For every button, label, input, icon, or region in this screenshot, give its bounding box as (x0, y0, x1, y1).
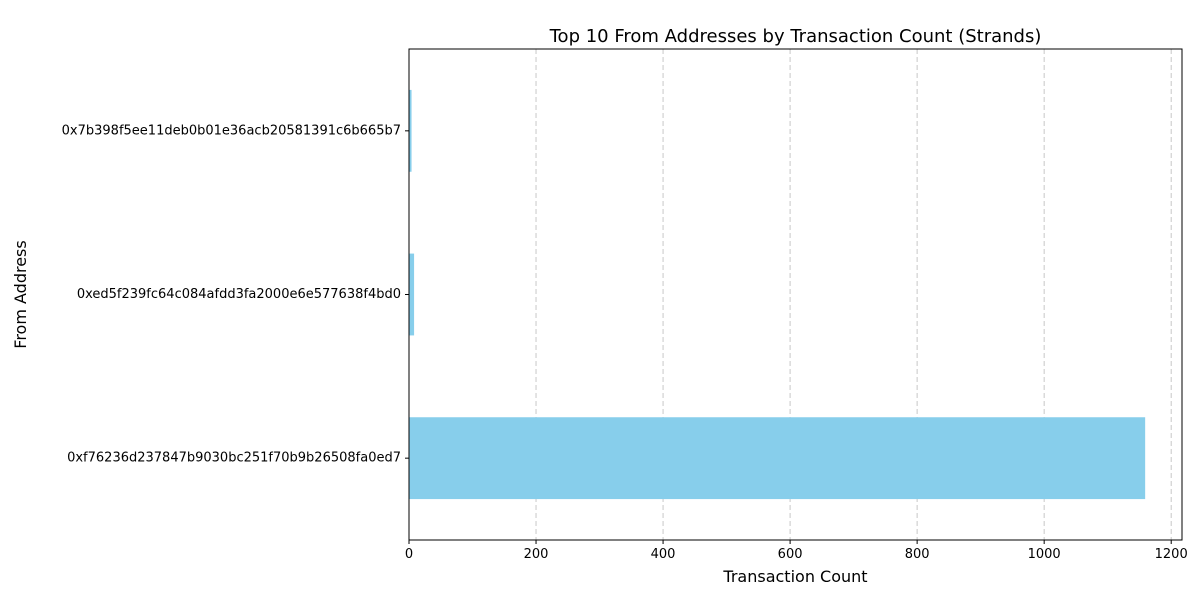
x-axis-ticks: 0 200 400 600 800 1000 1200 (405, 540, 1188, 562)
x-axis-label: Transaction Count (722, 567, 867, 586)
bar-0 (409, 417, 1146, 500)
y-tick-label-1: 0xed5f239fc64c084afdd3fa2000e6e577638f4b… (77, 287, 401, 302)
bars (409, 89, 1146, 500)
x-tick-label-4: 800 (905, 547, 930, 562)
chart-title: Top 10 From Addresses by Transaction Cou… (549, 26, 1042, 47)
y-tick-label-2: 0x7b398f5ee11deb0b01e36acb20581391c6b665… (62, 123, 401, 138)
x-tick-label-3: 600 (778, 547, 803, 562)
y-axis-label: From Address (11, 240, 30, 348)
bar-1 (409, 253, 415, 336)
bar-2 (409, 89, 412, 172)
y-axis-ticks: 0xf76236d237847b9030bc251f70b9b26508fa0e… (62, 123, 409, 466)
x-tick-label-5: 1000 (1028, 547, 1061, 562)
y-tick-label-0: 0xf76236d237847b9030bc251f70b9b26508fa0e… (67, 451, 401, 466)
x-tick-label-2: 400 (651, 547, 676, 562)
x-tick-label-0: 0 (405, 547, 413, 562)
x-tick-label-1: 200 (524, 547, 549, 562)
x-tick-label-6: 1200 (1155, 547, 1188, 562)
